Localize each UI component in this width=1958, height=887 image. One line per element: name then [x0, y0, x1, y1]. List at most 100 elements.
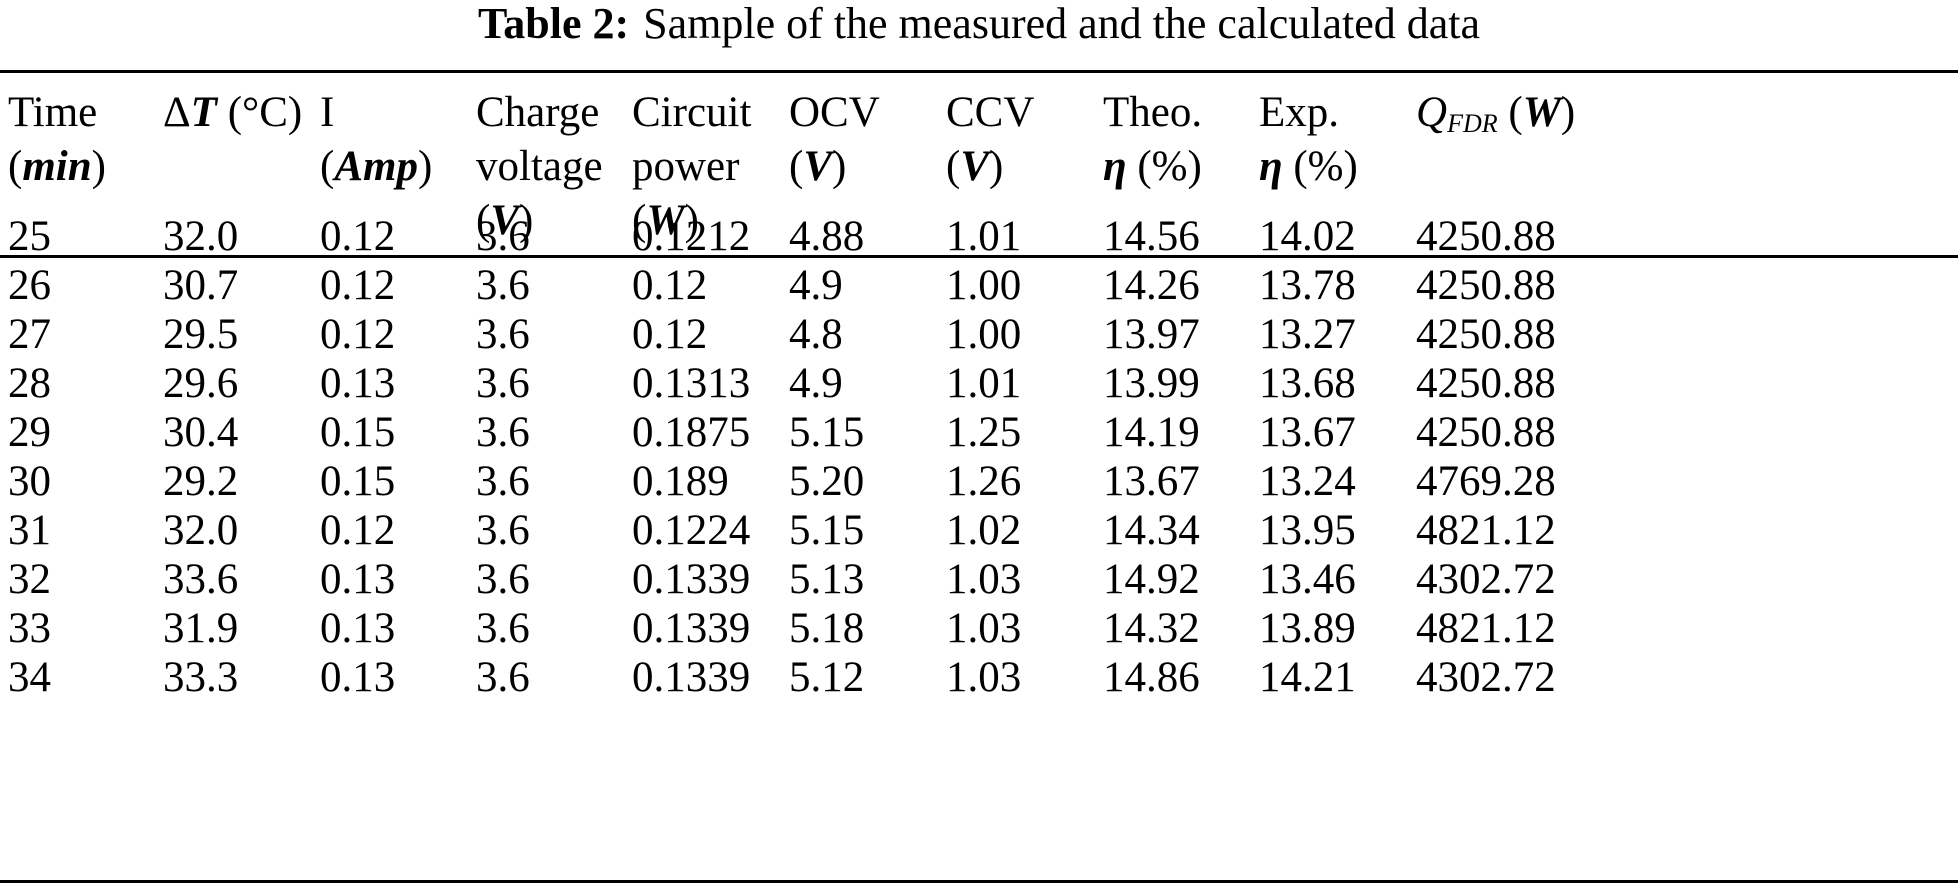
cell-time: 30 — [8, 458, 51, 505]
cell-circuit-power: 0.1212 — [632, 213, 751, 260]
cell-current: 0.12 — [320, 213, 396, 260]
cell-ccv: 1.03 — [946, 556, 1022, 603]
cell-delta-t: 29.2 — [163, 458, 239, 505]
cell-exp-eta: 13.78 — [1259, 262, 1356, 309]
cell-circuit-power: 0.12 — [632, 262, 708, 309]
cell-delta-t: 30.7 — [163, 262, 239, 309]
cell-ocv: 5.18 — [789, 605, 865, 652]
cell-qfdr: 4821.12 — [1416, 507, 1556, 554]
cell-charge-voltage: 3.6 — [476, 213, 530, 260]
cell-charge-voltage: 3.6 — [476, 605, 530, 652]
header-charge-voltage: Charge voltage (V) — [476, 89, 603, 244]
cell-time: 32 — [8, 556, 51, 603]
cell-ocv: 5.13 — [789, 556, 865, 603]
cell-qfdr: 4769.28 — [1416, 458, 1556, 505]
cell-qfdr: 4302.72 — [1416, 556, 1556, 603]
cell-theo-eta: 13.99 — [1103, 360, 1200, 407]
header-exp-eta: Exp. η (%) — [1259, 89, 1358, 190]
header-theo-eta: Theo. η (%) — [1103, 89, 1203, 190]
cell-circuit-power: 0.1875 — [632, 409, 751, 456]
cell-delta-t: 30.4 — [163, 409, 239, 456]
cell-current: 0.12 — [320, 262, 396, 309]
cell-time: 27 — [8, 311, 51, 358]
header-ocv: OCV (V) — [789, 89, 880, 190]
cell-ccv: 1.01 — [946, 213, 1022, 260]
bottom-rule — [0, 880, 1958, 883]
cell-theo-eta: 13.97 — [1103, 311, 1200, 358]
caption-text: Sample of the measured and the calculate… — [643, 0, 1481, 48]
cell-time: 25 — [8, 213, 51, 260]
cell-qfdr: 4250.88 — [1416, 262, 1556, 309]
cell-current: 0.12 — [320, 507, 396, 554]
cell-ocv: 4.8 — [789, 311, 843, 358]
cell-ocv: 4.9 — [789, 262, 843, 309]
cell-time: 33 — [8, 605, 51, 652]
header-current: I (Amp) — [320, 89, 433, 190]
cell-ocv: 5.20 — [789, 458, 865, 505]
cell-time: 29 — [8, 409, 51, 456]
cell-circuit-power: 0.12 — [632, 311, 708, 358]
cell-qfdr: 4250.88 — [1416, 360, 1556, 407]
cell-ccv: 1.26 — [946, 458, 1022, 505]
header-rule — [0, 255, 1958, 258]
cell-time: 31 — [8, 507, 51, 554]
table-caption: Table 2: Sample of the measured and the c… — [0, 0, 1958, 56]
cell-delta-t: 29.6 — [163, 360, 239, 407]
cell-time: 28 — [8, 360, 51, 407]
cell-delta-t: 31.9 — [163, 605, 239, 652]
header-circuit-power: Circuit power (W) — [632, 89, 752, 244]
cell-current: 0.13 — [320, 556, 396, 603]
cell-circuit-power: 0.1339 — [632, 556, 751, 603]
cell-exp-eta: 13.27 — [1259, 311, 1356, 358]
cell-charge-voltage: 3.6 — [476, 507, 530, 554]
cell-theo-eta: 14.19 — [1103, 409, 1200, 456]
cell-charge-voltage: 3.6 — [476, 654, 530, 701]
cell-exp-eta: 13.67 — [1259, 409, 1356, 456]
cell-theo-eta: 14.32 — [1103, 605, 1200, 652]
header-delta-t: ΔT (°C) — [163, 89, 303, 136]
cell-ocv: 4.9 — [789, 360, 843, 407]
cell-current: 0.15 — [320, 409, 396, 456]
cell-charge-voltage: 3.6 — [476, 556, 530, 603]
cell-exp-eta: 14.02 — [1259, 213, 1356, 260]
cell-theo-eta: 14.92 — [1103, 556, 1200, 603]
cell-current: 0.15 — [320, 458, 396, 505]
cell-ocv: 5.15 — [789, 507, 865, 554]
cell-ccv: 1.00 — [946, 262, 1022, 309]
cell-theo-eta: 14.56 — [1103, 213, 1200, 260]
cell-current: 0.13 — [320, 605, 396, 652]
cell-circuit-power: 0.1339 — [632, 654, 751, 701]
cell-qfdr: 4302.72 — [1416, 654, 1556, 701]
cell-ccv: 1.03 — [946, 605, 1022, 652]
cell-charge-voltage: 3.6 — [476, 311, 530, 358]
cell-time: 26 — [8, 262, 51, 309]
header-time: Time (min) — [8, 89, 106, 190]
cell-ocv: 5.15 — [789, 409, 865, 456]
cell-exp-eta: 13.89 — [1259, 605, 1356, 652]
cell-current: 0.13 — [320, 654, 396, 701]
cell-delta-t: 32.0 — [163, 507, 239, 554]
cell-qfdr: 4821.12 — [1416, 605, 1556, 652]
cell-time: 34 — [8, 654, 51, 701]
cell-circuit-power: 0.1224 — [632, 507, 751, 554]
cell-current: 0.12 — [320, 311, 396, 358]
caption-label: Table 2: — [477, 0, 630, 48]
cell-theo-eta: 14.26 — [1103, 262, 1200, 309]
cell-delta-t: 29.5 — [163, 311, 239, 358]
cell-charge-voltage: 3.6 — [476, 458, 530, 505]
cell-ccv: 1.00 — [946, 311, 1022, 358]
cell-circuit-power: 0.1313 — [632, 360, 751, 407]
cell-theo-eta: 13.67 — [1103, 458, 1200, 505]
cell-qfdr: 4250.88 — [1416, 311, 1556, 358]
cell-qfdr: 4250.88 — [1416, 409, 1556, 456]
cell-delta-t: 33.3 — [163, 654, 239, 701]
cell-delta-t: 33.6 — [163, 556, 239, 603]
cell-ccv: 1.02 — [946, 507, 1022, 554]
cell-theo-eta: 14.86 — [1103, 654, 1200, 701]
cell-exp-eta: 13.24 — [1259, 458, 1356, 505]
cell-ccv: 1.25 — [946, 409, 1022, 456]
cell-charge-voltage: 3.6 — [476, 360, 530, 407]
cell-ocv: 5.12 — [789, 654, 865, 701]
cell-exp-eta: 14.21 — [1259, 654, 1356, 701]
cell-exp-eta: 13.95 — [1259, 507, 1356, 554]
